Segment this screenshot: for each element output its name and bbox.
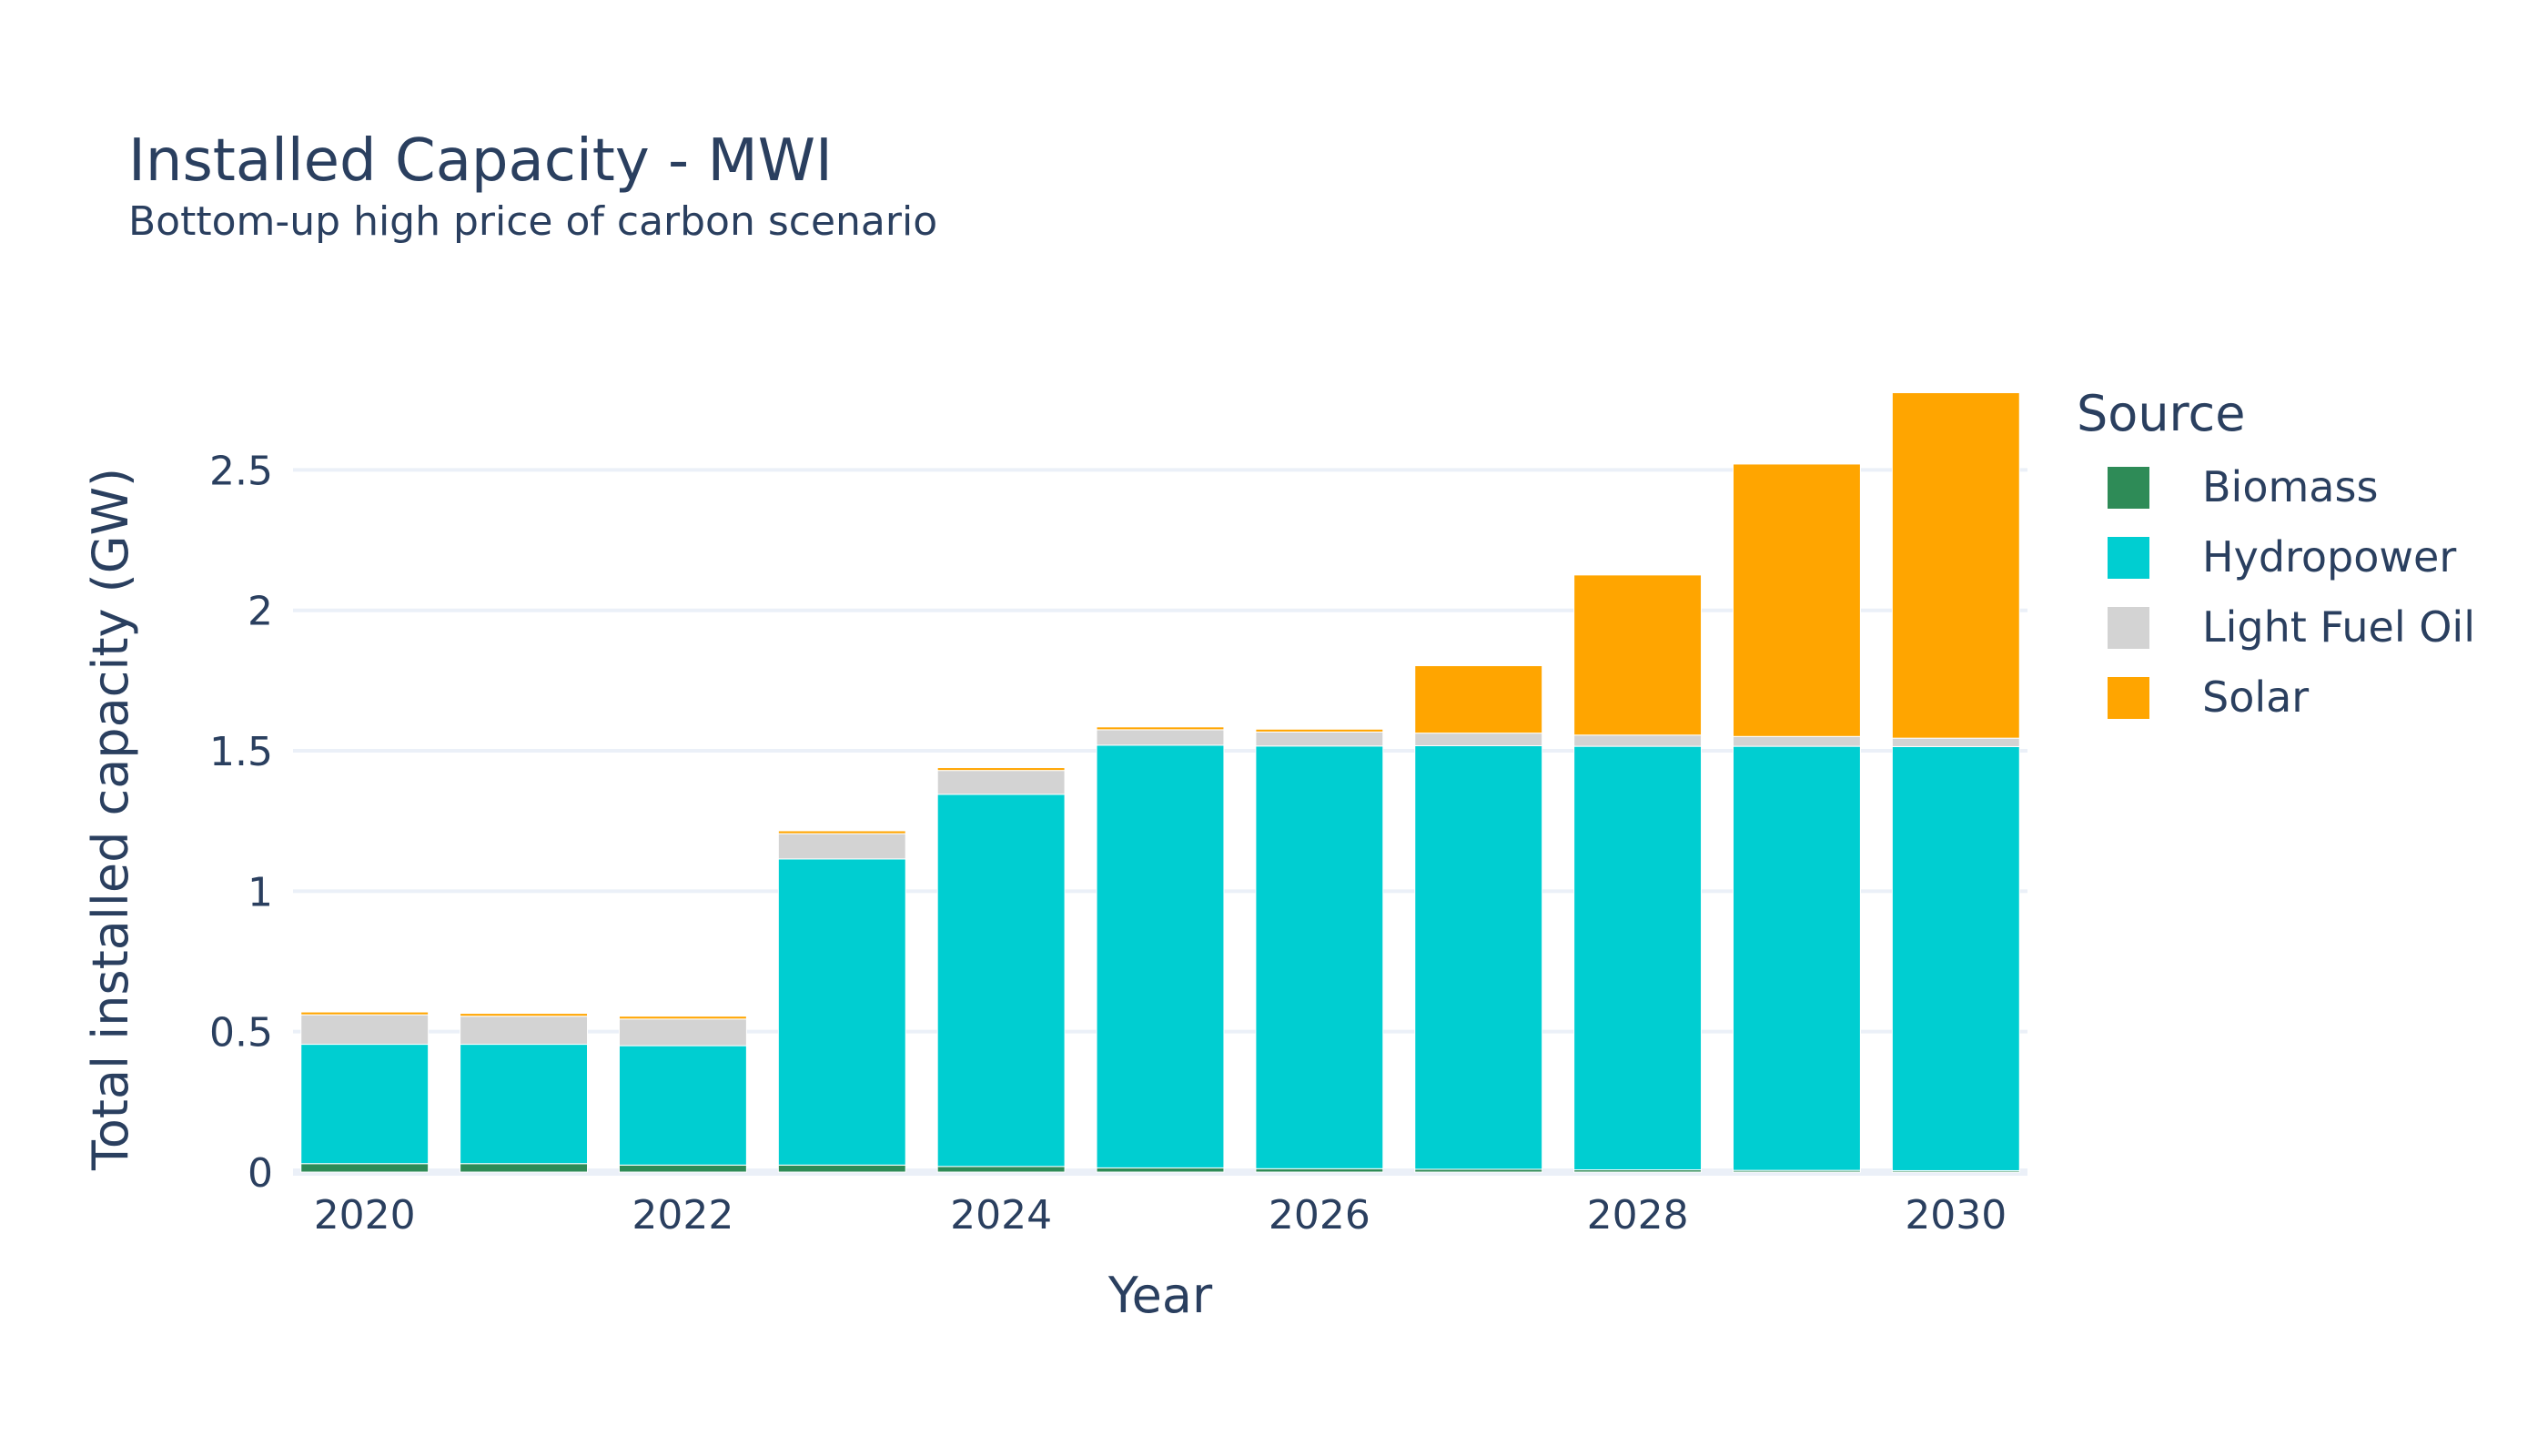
bar-solar <box>1255 728 1384 733</box>
bar-solar <box>936 767 1066 772</box>
bar-solar <box>618 1016 747 1020</box>
bar-biomass <box>618 1164 747 1173</box>
bar-biomass <box>777 1164 906 1173</box>
bar-light-fuel-oil <box>1096 729 1225 746</box>
legend-swatch <box>2108 467 2149 509</box>
y-tick-label: 2.5 <box>209 448 273 494</box>
x-axis-ticks: 2020 2022 2024 2026 2028 2030 <box>314 1192 2007 1239</box>
bar-light-fuel-oil <box>460 1016 588 1046</box>
bar-solar <box>1096 726 1225 731</box>
bar-biomass <box>1255 1168 1384 1173</box>
bar-biomass <box>1096 1167 1225 1173</box>
bar-hydropower <box>300 1044 430 1165</box>
bar-solar <box>1891 392 2020 739</box>
bar-biomass <box>936 1166 1066 1173</box>
y-axis-ticks: 0 0.5 1 1.5 2 2.5 <box>209 448 273 1197</box>
bar-biomass <box>460 1163 588 1173</box>
bar-hydropower <box>460 1044 588 1165</box>
bar-hydropower <box>618 1045 747 1166</box>
bar-hydropower <box>1414 744 1543 1170</box>
y-tick-label: 1 <box>248 869 273 915</box>
bar-light-fuel-oil <box>300 1014 430 1046</box>
legend-item-label: Biomass <box>2202 462 2378 511</box>
legend-item-label: Solar <box>2202 672 2309 722</box>
bar-hydropower <box>1891 745 2020 1171</box>
bar-solar <box>300 1011 430 1016</box>
chart-title: Installed Capacity - MWI <box>128 127 833 195</box>
y-tick-label: 2 <box>248 589 273 635</box>
bar-light-fuel-oil <box>777 833 906 860</box>
x-tick-label: 2028 <box>1587 1192 1689 1239</box>
bar-hydropower <box>777 858 906 1166</box>
legend-item-label: Light Fuel Oil <box>2202 602 2475 652</box>
legend: Source Biomass Hydropower Light Fuel Oil So… <box>2077 385 2475 722</box>
bar-light-fuel-oil <box>618 1018 747 1046</box>
bar-light-fuel-oil <box>1255 731 1384 747</box>
y-tick-label: 0 <box>248 1150 273 1197</box>
bars <box>300 392 2020 1173</box>
bar-biomass <box>300 1163 430 1173</box>
bar-light-fuel-oil <box>1891 737 2020 747</box>
bar-light-fuel-oil <box>1414 733 1543 746</box>
legend-swatch <box>2108 607 2149 649</box>
bar-solar <box>777 830 906 834</box>
y-tick-label: 1.5 <box>209 729 273 775</box>
bar-hydropower <box>936 794 1066 1168</box>
bar-solar <box>1733 463 1861 737</box>
y-axis-title: Total installed capacity (GW) <box>82 468 139 1171</box>
bar-solar <box>1573 574 1703 736</box>
x-tick-label: 2030 <box>1905 1192 2007 1239</box>
x-tick-label: 2026 <box>1269 1192 1370 1239</box>
bar-hydropower <box>1255 745 1384 1169</box>
legend-title: Source <box>2077 385 2245 442</box>
x-tick-label: 2020 <box>314 1192 416 1239</box>
bar-hydropower <box>1733 745 1861 1171</box>
x-axis-title: Year <box>1107 1267 1213 1324</box>
legend-item-label: Hydropower <box>2202 532 2456 581</box>
y-tick-label: 0.5 <box>209 1010 273 1057</box>
bar-hydropower <box>1096 744 1225 1168</box>
bar-light-fuel-oil <box>1733 735 1861 747</box>
legend-swatch <box>2108 677 2149 719</box>
x-tick-label: 2024 <box>950 1192 1052 1239</box>
bar-hydropower <box>1573 745 1703 1171</box>
bar-light-fuel-oil <box>1573 734 1703 747</box>
legend-swatch <box>2108 537 2149 579</box>
chart-subtitle: Bottom-up high price of carbon scenario <box>128 198 937 245</box>
bar-solar <box>460 1013 588 1017</box>
bar-solar <box>1414 665 1543 734</box>
x-tick-label: 2022 <box>632 1192 733 1239</box>
bar-light-fuel-oil <box>936 770 1066 795</box>
